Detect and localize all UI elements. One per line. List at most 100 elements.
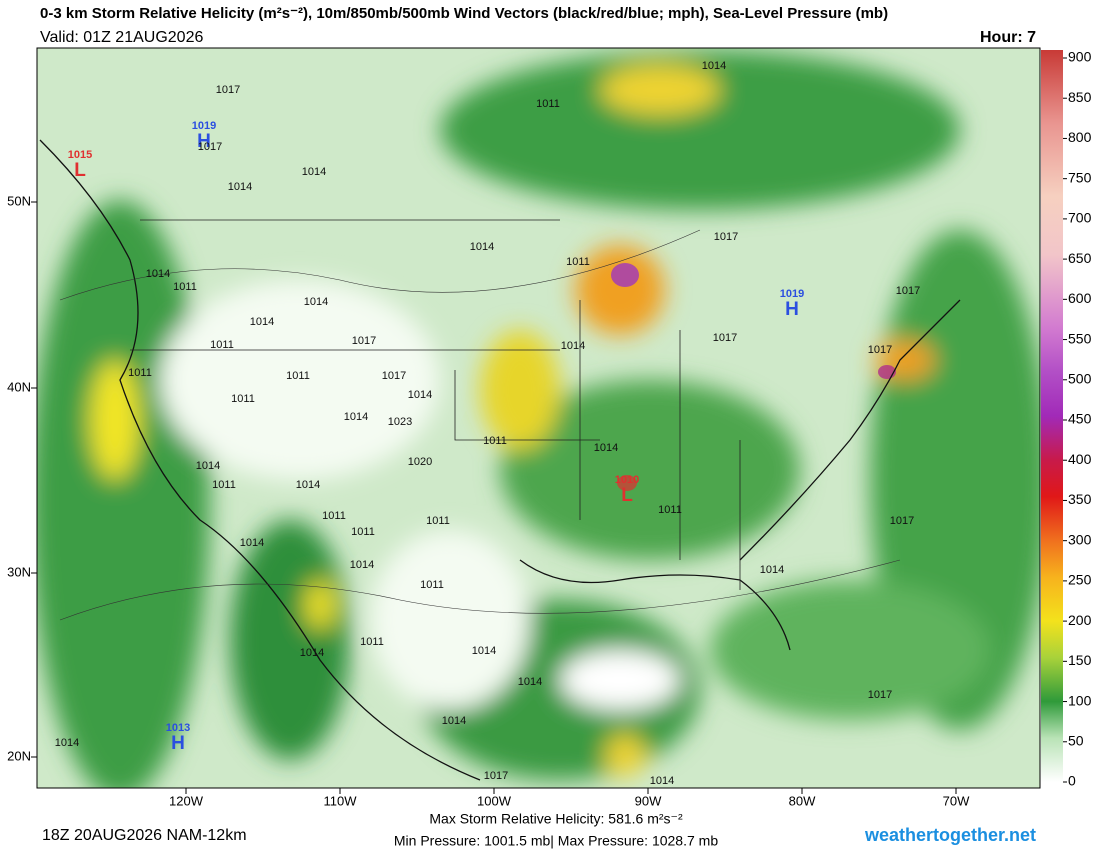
- model-run: 18Z 20AUG2026 NAM-12km: [42, 827, 247, 844]
- isobar-label: 1011: [322, 510, 346, 522]
- lon-label: 110W: [324, 793, 358, 808]
- pressure-center: L: [621, 485, 633, 506]
- pressure-center: H: [197, 131, 211, 152]
- isobar-label: 1017: [198, 141, 222, 153]
- colorbar-label: 100: [1068, 692, 1092, 708]
- colorbar-label: 450: [1068, 411, 1092, 427]
- isobar-label: 1011: [210, 339, 234, 351]
- colorbar-label: 500: [1068, 370, 1092, 386]
- isobar-label: 1014: [302, 166, 326, 178]
- isobar-label: 1023: [388, 416, 412, 428]
- isobar-label: 1014: [760, 564, 784, 576]
- isobar-label: 1011: [286, 370, 310, 382]
- isobar-label: 1014: [594, 442, 618, 454]
- isobar-label: 1017: [484, 770, 508, 782]
- lat-label: 40N: [7, 379, 31, 394]
- colorbar-label: 850: [1068, 89, 1092, 105]
- colorbar-label: 400: [1068, 451, 1092, 467]
- isobar-label: 1014: [250, 316, 274, 328]
- isobar-label: 1011: [128, 367, 152, 379]
- isobar-label: 1017: [714, 231, 738, 243]
- lat-label: 20N: [7, 748, 31, 763]
- colorbar-label: 650: [1068, 250, 1092, 266]
- isobar-label: 1017: [868, 344, 892, 356]
- isobar-label: 1014: [518, 676, 542, 688]
- lon-label: 80W: [789, 793, 816, 808]
- lon-label: 70W: [943, 793, 970, 808]
- pressure-center: H: [171, 733, 185, 754]
- isobar-label: 1011: [231, 393, 255, 405]
- isobar-label: 1014: [408, 389, 432, 401]
- colorbar-label: 700: [1068, 210, 1092, 226]
- isobar-label: 1017: [896, 285, 920, 297]
- isobar-label: 1011: [351, 526, 375, 538]
- lat-label: 50N: [7, 193, 31, 208]
- center-pressure: 1010: [615, 474, 639, 486]
- isobar-label: 1014: [300, 647, 324, 659]
- isobar-label: 1014: [55, 737, 79, 749]
- isobar-label: 1014: [472, 645, 496, 657]
- colorbar-label: 550: [1068, 330, 1092, 346]
- isobar-label: 1014: [344, 411, 368, 423]
- isobar-label: 1014: [228, 181, 252, 193]
- colorbar-label: 300: [1068, 531, 1092, 547]
- isobar-label: 1011: [426, 515, 450, 527]
- colorbar-label: 600: [1068, 290, 1092, 306]
- pressure-center: H: [785, 299, 799, 320]
- colorbar-label: 900: [1068, 49, 1092, 65]
- isobar-label: 1014: [304, 296, 328, 308]
- title: 0-3 km Storm Relative Helicity (m²s⁻²), …: [40, 5, 888, 22]
- colorbar-label: 150: [1068, 652, 1092, 668]
- pressure-range: Min Pressure: 1001.5 mb| Max Pressure: 1…: [394, 833, 718, 849]
- isobar-label: 1014: [296, 479, 320, 491]
- lon-label: 120W: [169, 793, 204, 808]
- isobar-label: 1017: [216, 84, 240, 96]
- isobar-label: 1011: [483, 435, 507, 447]
- isobar-label: 1014: [650, 775, 674, 787]
- map-area: [37, 48, 1040, 788]
- center-pressure: 1013: [166, 722, 190, 734]
- isobar-label: 1014: [196, 460, 220, 472]
- isobar-label: 1014: [240, 537, 264, 549]
- valid-time: Valid: 01Z 21AUG2026: [40, 29, 203, 46]
- isobar-label: 1011: [536, 98, 560, 110]
- isobar-label: 1017: [713, 332, 737, 344]
- isobar-label: 1011: [658, 504, 682, 516]
- isobar-label: 1017: [382, 370, 406, 382]
- colorbar: [1041, 50, 1063, 782]
- max-srh: Max Storm Relative Helicity: 581.6 m²s⁻²: [429, 811, 683, 827]
- colorbar-label: 350: [1068, 491, 1092, 507]
- site: weathertogether.net: [864, 825, 1036, 845]
- isobar-label: 1014: [350, 559, 374, 571]
- isobar-label: 1014: [561, 340, 585, 352]
- forecast-hour: Hour: 7: [980, 29, 1036, 46]
- isobar-label: 1017: [890, 515, 914, 527]
- isobar-label: 1011: [566, 256, 590, 268]
- colorbar-label: 750: [1068, 169, 1092, 185]
- isobar-label: 1020: [408, 456, 432, 468]
- isobar-label: 1014: [146, 268, 170, 280]
- isobar-label: 1011: [360, 636, 384, 648]
- pressure-center: L: [74, 160, 86, 181]
- isobar-label: 1011: [212, 479, 236, 491]
- colorbar-label: 250: [1068, 572, 1092, 588]
- colorbar-label: 200: [1068, 612, 1092, 628]
- lon-label: 100W: [477, 793, 512, 808]
- lon-label: 90W: [635, 793, 662, 808]
- isobar-label: 1014: [702, 60, 726, 72]
- center-pressure: 1019: [780, 288, 804, 300]
- lat-label: 30N: [7, 564, 31, 579]
- isobar-label: 1017: [352, 335, 376, 347]
- isobar-label: 1011: [173, 281, 197, 293]
- center-pressure: 1015: [68, 149, 92, 161]
- isobar-label: 1014: [470, 241, 494, 253]
- overlay: 9008508007507006506005505004504003503002…: [7, 49, 1091, 809]
- colorbar-label: 50: [1068, 732, 1084, 748]
- colorbar-label: 0: [1068, 773, 1076, 789]
- isobar-label: 1014: [442, 715, 466, 727]
- isobar-label: 1011: [420, 579, 444, 591]
- colorbar-label: 800: [1068, 129, 1092, 145]
- isobar-label: 1017: [868, 689, 892, 701]
- center-pressure: 1019: [192, 120, 216, 132]
